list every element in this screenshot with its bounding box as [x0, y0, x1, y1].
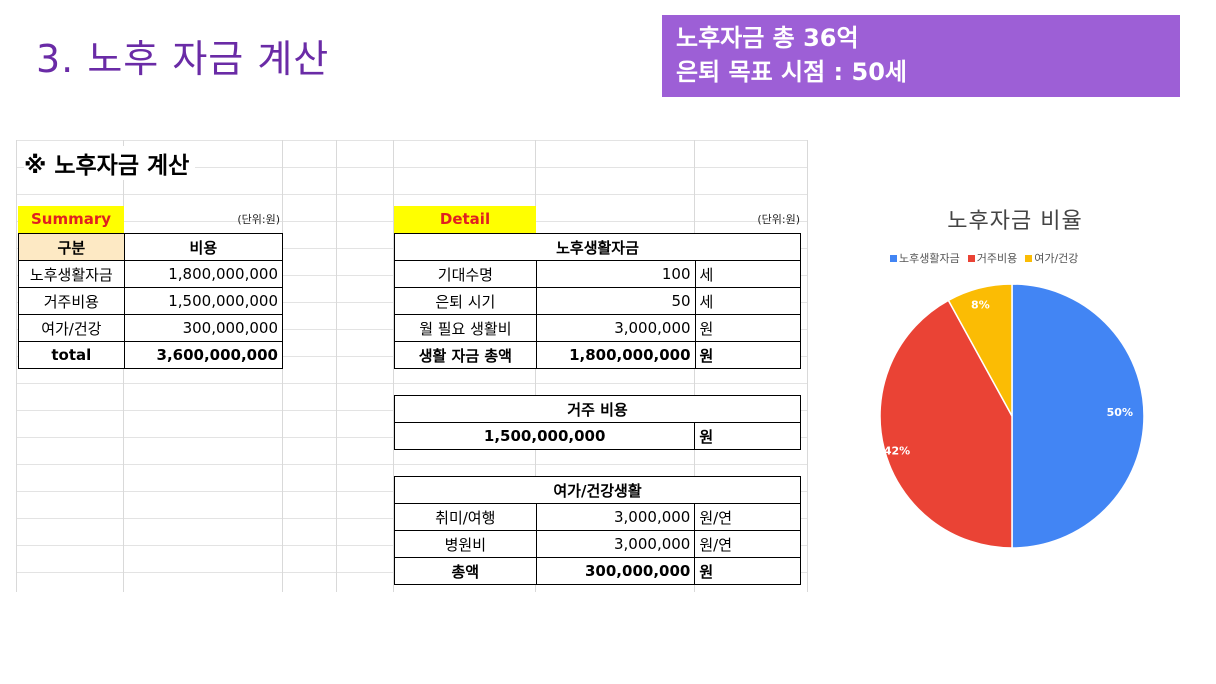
living-label: 은퇴 시기 [394, 287, 537, 315]
table-row: 거주비용 1,500,000,000 [18, 287, 284, 315]
living-value: 50 [535, 287, 696, 315]
grid-line [807, 140, 808, 592]
leisure-header: 여가/건강생활 [394, 476, 801, 504]
leisure-unit: 원/연 [694, 530, 801, 558]
summary-header-cost: 비용 [123, 233, 284, 261]
legend-label: 여가/건강 [1034, 252, 1079, 265]
living-label: 월 필요 생활비 [394, 314, 537, 342]
summary-cell-label: 여가/건강 [18, 314, 125, 342]
leisure-value: 3,000,000 [535, 530, 696, 558]
living-unit: 세 [694, 260, 802, 288]
housing-header: 거주 비용 [394, 395, 801, 423]
summary-retire-text: 은퇴 목표 시점 : 50세 [676, 58, 907, 86]
living-total-label: 생활 자금 총액 [394, 341, 537, 369]
leisure-total-label: 총액 [394, 557, 537, 585]
summary-tag: Summary [18, 206, 124, 233]
summary-total-label: total [18, 341, 125, 369]
living-table: 노후생활자금 기대수명 100 세 은퇴 시기 50 세 월 필요 생활비 3,… [394, 233, 802, 369]
living-unit: 세 [694, 287, 802, 315]
grid-line [336, 140, 337, 592]
leisure-total-unit: 원 [694, 557, 801, 585]
table-row: 노후생활자금 1,800,000,000 [18, 260, 284, 288]
summary-header-category: 구분 [18, 233, 125, 261]
legend-item: 거주비용 [967, 250, 1018, 266]
summary-cell-value: 1,500,000,000 [123, 287, 284, 315]
grid-line [393, 140, 394, 592]
table-row: 병원비 3,000,000 원/연 [394, 530, 801, 558]
table-row: 월 필요 생활비 3,000,000 원 [394, 314, 802, 342]
leisure-value: 3,000,000 [535, 503, 696, 531]
pie-slice-2 [947, 283, 1013, 417]
pie-label-2: 8% [971, 298, 990, 311]
pie-chart: 50% 42% 8% [879, 283, 1145, 549]
leisure-label: 병원비 [394, 530, 537, 558]
pie-label-0: 50% [1107, 406, 1133, 419]
summary-cell-value: 300,000,000 [123, 314, 284, 342]
living-header: 노후생활자금 [394, 233, 801, 261]
living-total-value: 1,800,000,000 [535, 341, 696, 369]
summary-table: 구분 비용 노후생활자금 1,800,000,000 거주비용 1,500,00… [18, 233, 284, 369]
slide-title: 3. 노후 자금 계산 [36, 37, 330, 81]
leisure-unit: 원/연 [694, 503, 801, 531]
leisure-table: 여가/건강생활 취미/여행 3,000,000 원/연 병원비 3,000,00… [394, 476, 801, 585]
legend-item: 노후생활자금 [890, 250, 960, 266]
table-row: 1,500,000,000 원 [393, 422, 801, 450]
spreadsheet: ※ 노후자금 계산 Summary (단위:원) Detail (단위:원) 구… [16, 140, 808, 592]
living-unit: 원 [694, 314, 802, 342]
table-row: 여가/건강 300,000,000 [18, 314, 284, 342]
summary-total-value: 3,600,000,000 [123, 341, 284, 369]
living-value: 100 [535, 260, 696, 288]
table-row: 생활 자금 총액 1,800,000,000 원 [394, 341, 802, 369]
legend-label: 거주비용 [976, 252, 1018, 265]
table-row: 은퇴 시기 50 세 [394, 287, 802, 315]
summary-cell-value: 1,800,000,000 [123, 260, 284, 288]
chart-legend: 노후생활자금 거주비용 여가/건강 [890, 250, 1078, 266]
unit-note-left: (단위:원) [237, 213, 280, 226]
table-row: total 3,600,000,000 [18, 341, 284, 369]
chart-title: 노후자금 비율 [947, 209, 1083, 234]
table-row: 기대수명 100 세 [394, 260, 802, 288]
pie-slice-1 [879, 299, 1013, 549]
detail-tag: Detail [394, 206, 536, 233]
table-row: 총액 300,000,000 원 [394, 557, 801, 585]
sheet-title: ※ 노후자금 계산 [24, 146, 196, 180]
summary-total-text: 노후자금 총 36억 [676, 24, 859, 52]
legend-swatch [967, 254, 975, 262]
summary-callout: 노후자금 총 36억 은퇴 목표 시점 : 50세 [662, 15, 1180, 97]
living-label: 기대수명 [394, 260, 537, 288]
housing-unit: 원 [694, 422, 801, 450]
living-value: 3,000,000 [535, 314, 696, 342]
summary-cell-label: 거주비용 [18, 287, 125, 315]
pie-slice-0 [1011, 283, 1145, 549]
leisure-label: 취미/여행 [394, 503, 537, 531]
pie-label-1: 42% [884, 444, 910, 457]
legend-swatch [890, 254, 897, 262]
living-total-unit: 원 [694, 341, 802, 369]
legend-item: 여가/건강 [1025, 250, 1078, 266]
table-row: 취미/여행 3,000,000 원/연 [394, 503, 801, 531]
housing-value: 1,500,000,000 [393, 422, 696, 450]
legend-label: 노후생활자금 [899, 252, 960, 265]
legend-swatch [1025, 254, 1033, 262]
summary-cell-label: 노후생활자금 [18, 260, 125, 288]
leisure-total-value: 300,000,000 [535, 557, 696, 585]
housing-table: 거주 비용 1,500,000,000 원 [393, 395, 801, 450]
unit-note-right: (단위:원) [757, 213, 800, 226]
